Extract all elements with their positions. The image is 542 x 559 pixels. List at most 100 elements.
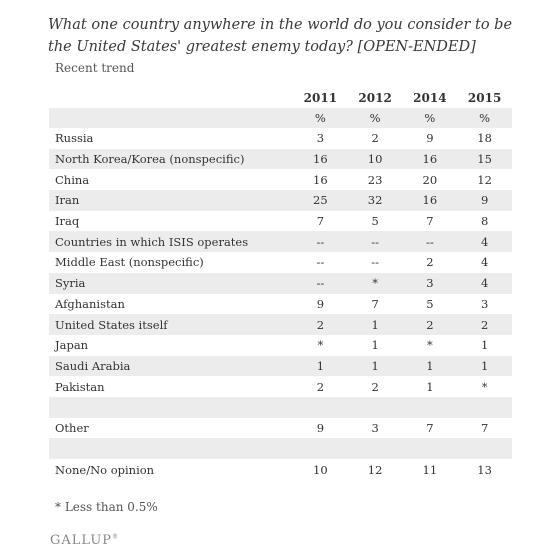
value-cell: 1 xyxy=(293,355,348,377)
value-cell: 20 xyxy=(402,169,458,191)
table-body: %%%% Russia 3 2 9 18 North Korea/Korea (nonspe… xyxy=(49,108,512,481)
table-row: Japan * 1 * 1 xyxy=(49,334,512,356)
row-label: North Korea/Korea (nonspecific) xyxy=(49,148,293,170)
row-label: Saudi Arabia xyxy=(49,355,293,377)
table-row: China 16 23 20 12 xyxy=(49,169,512,191)
value-cell: 7 xyxy=(402,417,458,439)
value-cell: 32 xyxy=(347,190,403,211)
row-label: Syria xyxy=(49,272,293,294)
value-cell xyxy=(293,396,348,418)
unit-cell: % xyxy=(402,108,458,128)
row-label: China xyxy=(49,169,293,191)
value-cell: 18 xyxy=(457,128,512,149)
value-cell: 4 xyxy=(457,252,512,273)
row-label: Iran xyxy=(49,190,293,211)
unit-cell: % xyxy=(293,108,348,128)
table-row: United States itself 2 1 2 2 xyxy=(49,314,512,335)
value-cell: * xyxy=(457,376,512,397)
value-cell: 3 xyxy=(293,128,348,149)
row-label: United States itself xyxy=(49,314,293,335)
value-cell xyxy=(457,396,512,418)
row-label: Middle East (nonspecific) xyxy=(49,252,293,273)
value-cell xyxy=(402,438,458,459)
value-cell: 4 xyxy=(457,231,512,253)
value-cell: 1 xyxy=(347,314,403,335)
value-cell: 2 xyxy=(293,376,348,397)
blank-row xyxy=(49,438,512,459)
value-cell xyxy=(402,396,458,418)
value-cell: 4 xyxy=(457,272,512,294)
table-row: Saudi Arabia 1 1 1 1 xyxy=(49,355,512,377)
table-row: None/No opinion 10 12 11 13 xyxy=(49,459,512,481)
table-row: Pakistan 2 2 1 * xyxy=(49,376,512,397)
year-header: 2011 xyxy=(303,91,338,105)
value-cell: -- xyxy=(293,231,348,253)
value-cell: 2 xyxy=(347,376,403,397)
row-label: Russia xyxy=(49,128,293,149)
value-cell: 9 xyxy=(293,293,348,315)
value-cell: 2 xyxy=(293,314,348,335)
row-label: Other xyxy=(49,417,293,439)
unit-cell: % xyxy=(457,108,512,128)
value-cell: 7 xyxy=(293,210,348,232)
value-cell: 23 xyxy=(347,169,403,191)
logo-text: GALLUP xyxy=(50,533,113,548)
table-row: Middle East (nonspecific) -- -- 2 4 xyxy=(49,252,512,273)
value-cell: 9 xyxy=(457,190,512,211)
value-cell xyxy=(347,438,403,459)
unit-row-label xyxy=(49,108,293,128)
value-cell: 1 xyxy=(347,355,403,377)
table-row: Other 9 3 7 7 xyxy=(49,417,512,439)
value-cell: -- xyxy=(293,272,348,294)
value-cell: * xyxy=(347,272,403,294)
year-header: 2014 xyxy=(413,91,447,105)
header-label-cell xyxy=(49,88,293,108)
value-cell xyxy=(347,396,403,418)
value-cell: 1 xyxy=(402,376,458,397)
value-cell: 7 xyxy=(347,293,403,315)
value-cell: 16 xyxy=(402,190,458,211)
row-label xyxy=(49,438,293,459)
row-label: Countries in which ISIS operates xyxy=(49,231,293,253)
value-cell xyxy=(457,438,512,459)
table-row: Russia 3 2 9 18 xyxy=(49,128,512,149)
table-row: North Korea/Korea (nonspecific) 16 10 16 15 xyxy=(49,148,512,170)
table-row: Countries in which ISIS operates -- -- -- 4 xyxy=(49,231,512,253)
value-cell: 8 xyxy=(457,210,512,232)
value-cell: 9 xyxy=(293,417,348,439)
value-cell: 2 xyxy=(347,128,403,149)
blank-row xyxy=(49,396,512,418)
value-cell: 13 xyxy=(457,459,512,481)
value-cell: 11 xyxy=(402,459,458,481)
row-label: Pakistan xyxy=(49,376,293,397)
row-label xyxy=(49,396,293,418)
row-label: Iraq xyxy=(49,210,293,232)
value-cell: 1 xyxy=(457,355,512,377)
table-row: Syria -- * 3 4 xyxy=(49,272,512,294)
value-cell: 15 xyxy=(457,148,512,170)
value-cell: 5 xyxy=(402,293,458,315)
question-title: What one country anywhere in the world d… xyxy=(48,17,513,55)
value-cell: 2 xyxy=(402,252,458,273)
value-cell: 12 xyxy=(457,169,512,191)
value-cell: -- xyxy=(347,231,403,253)
header-row: 2011 2012 2014 2015 xyxy=(49,88,512,108)
value-cell: 5 xyxy=(347,210,403,232)
subtitle: Recent trend xyxy=(55,61,135,75)
value-cell: -- xyxy=(347,252,403,273)
value-cell xyxy=(293,438,348,459)
value-cell: 16 xyxy=(293,148,348,170)
value-cell: 3 xyxy=(457,293,512,315)
value-cell: 7 xyxy=(457,417,512,439)
value-cell: 1 xyxy=(402,355,458,377)
value-cell: 10 xyxy=(293,459,348,481)
value-cell: -- xyxy=(402,231,458,253)
trend-table: 2011 2012 2014 2015 %%%% Russia 3 2 9 18 North… xyxy=(49,88,512,481)
value-cell: 2 xyxy=(457,314,512,335)
value-cell: 9 xyxy=(402,128,458,149)
value-cell: 3 xyxy=(347,417,403,439)
table-row: Iran 25 32 16 9 xyxy=(49,190,512,211)
value-cell: 16 xyxy=(402,148,458,170)
unit-row: %%%% xyxy=(49,108,512,128)
value-cell: 12 xyxy=(347,459,403,481)
